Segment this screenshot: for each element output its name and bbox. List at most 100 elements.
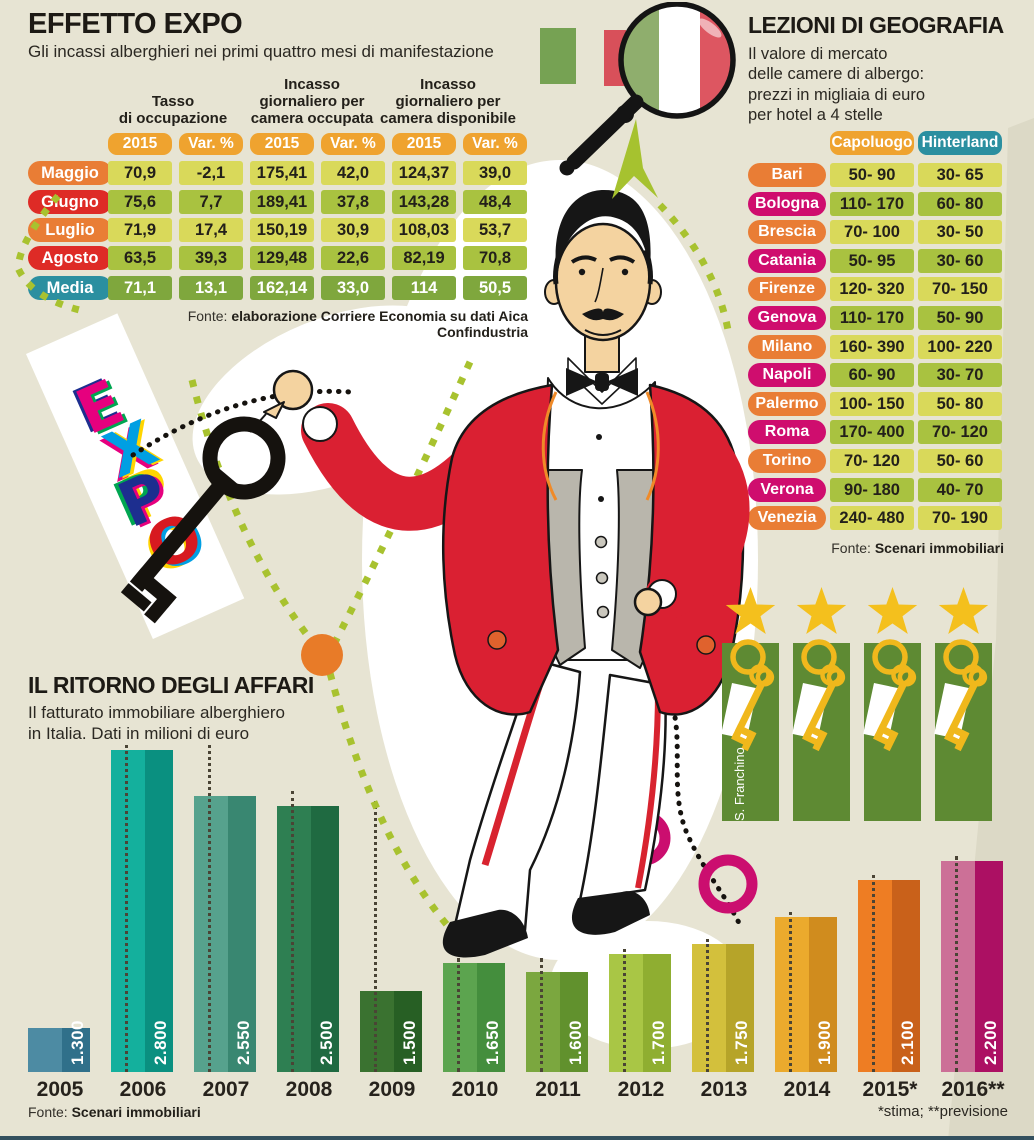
hinterland-cell: 70- 190: [918, 506, 1002, 530]
hinterland-cell: 30- 70: [918, 363, 1002, 387]
capoluogo-cell: 60- 90: [830, 363, 914, 387]
bar-separator: [789, 912, 792, 1072]
bar-separator: [374, 801, 377, 1072]
effetto-expo-column-groups: Tasso di occupazione Incasso giornaliero…: [0, 62, 560, 130]
bar-2008: 2.500: [277, 806, 339, 1072]
bar-separator: [872, 875, 875, 1072]
bar-separator: [291, 791, 294, 1072]
city-label: Palermo: [748, 392, 826, 416]
bar-value-label: 2.800: [151, 1019, 170, 1065]
bar-separator: [955, 856, 958, 1072]
hotel-star-banner: [792, 587, 850, 821]
bar-separator: [457, 958, 460, 1072]
x-tick-label: 2014: [783, 1078, 831, 1101]
star-icon: [867, 587, 918, 634]
x-tick-label: 2016**: [941, 1078, 1005, 1101]
bar-value-label: 1.500: [400, 1019, 419, 1065]
city-label: Venezia: [748, 506, 826, 530]
hinterland-cell: 40- 70: [918, 478, 1002, 502]
table-sub-header: Var. %: [463, 133, 527, 155]
source-text: Scenari immobiliari: [874, 540, 1004, 556]
city-label: Bologna: [748, 192, 826, 216]
bar-value-label: 1.650: [483, 1019, 502, 1065]
bar-value-label: 2.200: [981, 1019, 1000, 1065]
star-icon: [796, 587, 847, 634]
lezioni-title: LEZIONI DI GEOGRAFIA: [748, 12, 1004, 38]
bar-separator: [208, 745, 211, 1072]
capoluogo-cell: 50- 90: [830, 163, 914, 187]
table-cell: 13,1: [179, 276, 243, 300]
star-icon: [725, 587, 776, 634]
city-label: Roma: [748, 420, 826, 444]
capoluogo-cell: 120- 320: [830, 277, 914, 301]
bar-separator: [623, 949, 626, 1072]
hinterland-cell: 60- 80: [918, 192, 1002, 216]
orange-dot: [301, 634, 343, 676]
city-label: Genova: [748, 306, 826, 330]
bar-value-label: 1.300: [68, 1019, 87, 1065]
hinterland-cell: 70- 150: [918, 277, 1002, 301]
x-tick-label: 2009: [368, 1078, 416, 1101]
hinterland-cell: 100- 220: [918, 335, 1002, 359]
ritorno-title: IL RITORNO DEGLI AFFARI: [28, 672, 314, 698]
x-tick-label: 2008: [285, 1078, 333, 1101]
ritorno-subtitle: Il fatturato immobiliare alberghiero in …: [28, 703, 286, 744]
table-cell: 63,5: [108, 246, 172, 270]
star-icon: [938, 587, 989, 634]
row-label: Maggio: [28, 161, 112, 185]
city-label: Firenze: [748, 277, 826, 301]
capoluogo-cell: 70- 100: [830, 220, 914, 244]
hotel-star-banner: [934, 587, 992, 821]
table-cell: 162,14: [250, 276, 314, 300]
column-group-camera-disponibile: Incasso giornaliero per camera disponibi…: [380, 76, 516, 128]
lezioni-subtitle: Il valore di mercato delle camere di alb…: [748, 45, 925, 125]
page-bottom-rule: [0, 1136, 1034, 1140]
table-cell: 17,4: [179, 218, 243, 242]
source-prefix: Fonte:: [28, 1104, 72, 1120]
capoluogo-cell: 170- 400: [830, 420, 914, 444]
table-cell: 75,6: [108, 190, 172, 214]
table-cell: 129,48: [250, 246, 314, 270]
table-sub-header: 2015: [108, 133, 172, 155]
bar-2007: 2.550: [194, 796, 256, 1072]
illustrator-signature: S. Franchino: [732, 747, 747, 821]
column-header-capoluogo: Capoluogo: [830, 131, 914, 155]
x-tick-label: 2012: [617, 1078, 665, 1101]
capoluogo-cell: 160- 390: [830, 335, 914, 359]
city-label: Milano: [748, 335, 826, 359]
effetto-expo-title: EFFETTO EXPO: [28, 8, 243, 40]
city-label: Napoli: [748, 363, 826, 387]
ritorno-source: Fonte: Scenari immobiliari: [28, 1104, 201, 1120]
bar-2005: 1.300: [28, 1020, 90, 1072]
bar-value-label: 1.900: [815, 1019, 834, 1065]
key-ring-icon: [801, 639, 837, 675]
hinterland-cell: 30- 50: [918, 220, 1002, 244]
x-tick-label: 2007: [202, 1078, 250, 1101]
city-label: Verona: [748, 478, 826, 502]
capoluogo-cell: 110- 170: [830, 306, 914, 330]
bar-value-label: 1.750: [732, 1019, 751, 1065]
bar-2014: 1.900: [775, 917, 837, 1072]
table-sub-header: Var. %: [179, 133, 243, 155]
bar-chart-x-axis: 2005 2006 2007 2008 2009 2010 2011 2012 2013 2014…: [0, 1078, 1034, 1104]
hinterland-cell: 70- 120: [918, 420, 1002, 444]
source-prefix: Fonte:: [831, 540, 875, 556]
column-group-camera-occupata: Incasso giornaliero per camera occupata: [250, 76, 374, 128]
table-cell: 150,19: [250, 218, 314, 242]
table-cell: -2,1: [179, 161, 243, 185]
key-tag: [792, 683, 829, 740]
capoluogo-cell: 240- 480: [830, 506, 914, 530]
hinterland-cell: 50- 60: [918, 449, 1002, 473]
expo-letter-o: O: [135, 497, 213, 586]
key-ring-icon: [872, 639, 908, 675]
bar-2013: 1.750: [692, 944, 754, 1072]
capoluogo-cell: 100- 150: [830, 392, 914, 416]
hotel-star-banner: [721, 587, 779, 821]
bar-value-label: 2.550: [234, 1019, 253, 1065]
column-group-occupazione: Tasso di occupazione: [118, 93, 228, 128]
key-tag: [863, 683, 900, 740]
bar-2006: 2.800: [111, 750, 173, 1072]
x-tick-label: 2015*: [862, 1078, 918, 1101]
table-sub-header: 2015: [250, 133, 314, 155]
